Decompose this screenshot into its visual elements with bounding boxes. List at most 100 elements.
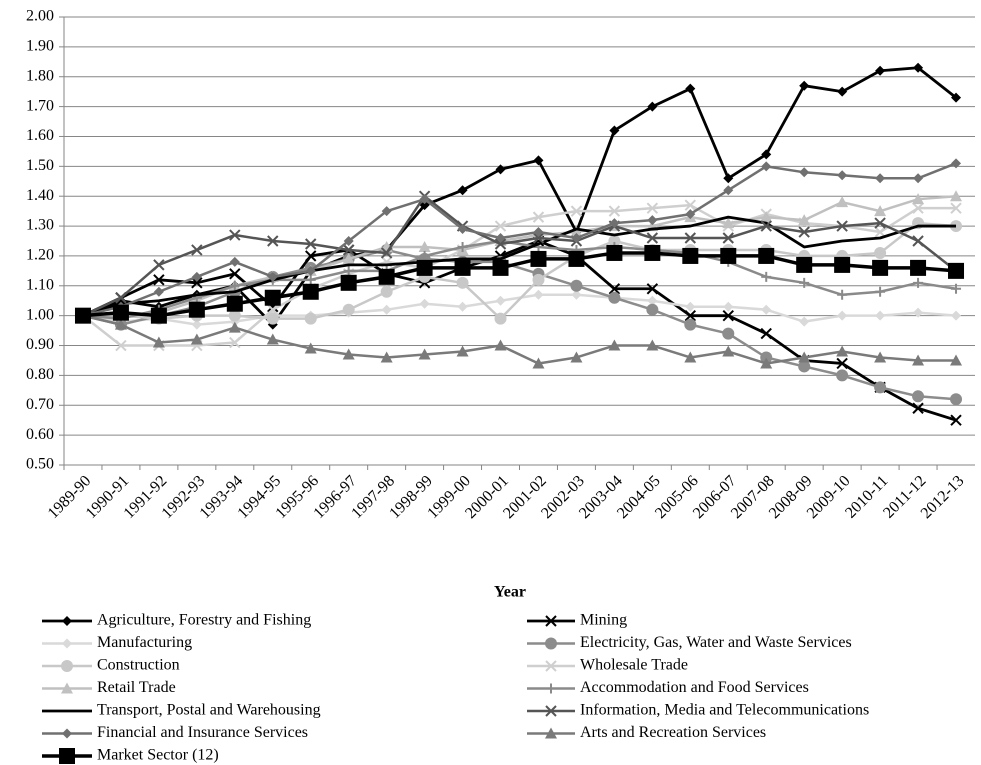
marker (418, 348, 431, 360)
marker (532, 232, 545, 244)
marker (229, 336, 241, 349)
marker (912, 390, 925, 403)
legend-marker (545, 637, 557, 650)
marker (419, 194, 430, 205)
marker (532, 357, 545, 369)
marker (305, 274, 316, 285)
marker (495, 164, 506, 175)
y-tick-label: 0.80 (26, 366, 54, 383)
marker (571, 233, 582, 244)
marker (798, 214, 811, 226)
marker (951, 310, 962, 321)
legend-label: Transport, Postal and Warehousing (97, 702, 321, 719)
legend-marker (545, 660, 557, 672)
marker (950, 354, 963, 366)
series-line (82, 248, 957, 401)
legend-label: Accommodation and Food Services (580, 679, 809, 696)
marker (910, 259, 927, 276)
y-tick-label: 0.60 (26, 426, 54, 443)
marker (495, 233, 506, 244)
marker (570, 205, 583, 217)
series-line (82, 215, 957, 318)
marker (416, 259, 433, 276)
marker (609, 218, 620, 229)
marker (343, 236, 354, 246)
marker (760, 327, 772, 340)
legend-label: Agriculture, Forestry and Fishing (97, 612, 311, 629)
marker (647, 295, 658, 306)
marker (874, 246, 887, 259)
legend-marker (545, 705, 557, 717)
marker (267, 303, 279, 316)
marker (494, 339, 507, 351)
marker (266, 312, 279, 325)
marker (419, 298, 430, 309)
marker (761, 304, 772, 315)
marker (457, 224, 468, 235)
marker (381, 206, 392, 217)
marker (530, 250, 547, 267)
marker (153, 286, 164, 297)
marker (644, 244, 661, 261)
marker (874, 381, 887, 394)
legend-marker (546, 683, 556, 694)
marker (153, 274, 165, 286)
legend-label: Retail Trade (97, 679, 176, 696)
marker (457, 185, 468, 196)
marker (948, 262, 965, 279)
legend-marker (59, 748, 75, 764)
marker (950, 414, 962, 426)
marker (191, 319, 202, 330)
marker (533, 289, 544, 300)
marker (836, 220, 848, 232)
legend-marker (61, 660, 73, 672)
marker (836, 369, 849, 382)
marker (305, 265, 316, 276)
marker (951, 92, 962, 103)
marker (912, 235, 924, 247)
marker (606, 244, 623, 261)
marker (685, 209, 696, 220)
marker (684, 318, 697, 331)
marker (608, 205, 621, 217)
series-line (82, 251, 957, 318)
marker (226, 295, 243, 312)
marker (191, 271, 202, 282)
marker (492, 259, 509, 276)
y-tick-label: 1.40 (26, 187, 54, 204)
marker (115, 292, 127, 304)
marker (568, 250, 585, 267)
marker (912, 202, 924, 214)
legend-label: Information, Media and Telecommunication… (580, 702, 869, 719)
marker (875, 65, 886, 76)
marker (305, 250, 317, 262)
marker (722, 232, 734, 244)
legend-label: Financial and Insurance Services (97, 724, 308, 741)
marker (723, 173, 734, 184)
y-tick-label: 1.60 (26, 127, 54, 144)
marker (608, 339, 621, 351)
marker (457, 301, 468, 312)
marker (913, 307, 924, 318)
legend-label: Arts and Recreation Services (580, 724, 766, 741)
marker (74, 307, 91, 324)
marker (758, 247, 775, 264)
marker (646, 283, 659, 295)
marker (456, 345, 469, 357)
marker (760, 357, 773, 369)
marker (454, 259, 471, 276)
legend-marker (62, 616, 72, 626)
y-tick-label: 0.70 (26, 396, 54, 413)
marker (685, 83, 696, 94)
marker (646, 232, 659, 244)
marker (837, 310, 848, 321)
marker (229, 280, 240, 291)
legend-label: Mining (580, 612, 627, 629)
series-line (82, 314, 957, 365)
legend-marker (545, 727, 557, 739)
marker (112, 304, 129, 321)
marker (380, 351, 393, 363)
marker (684, 232, 697, 244)
marker (494, 238, 507, 250)
